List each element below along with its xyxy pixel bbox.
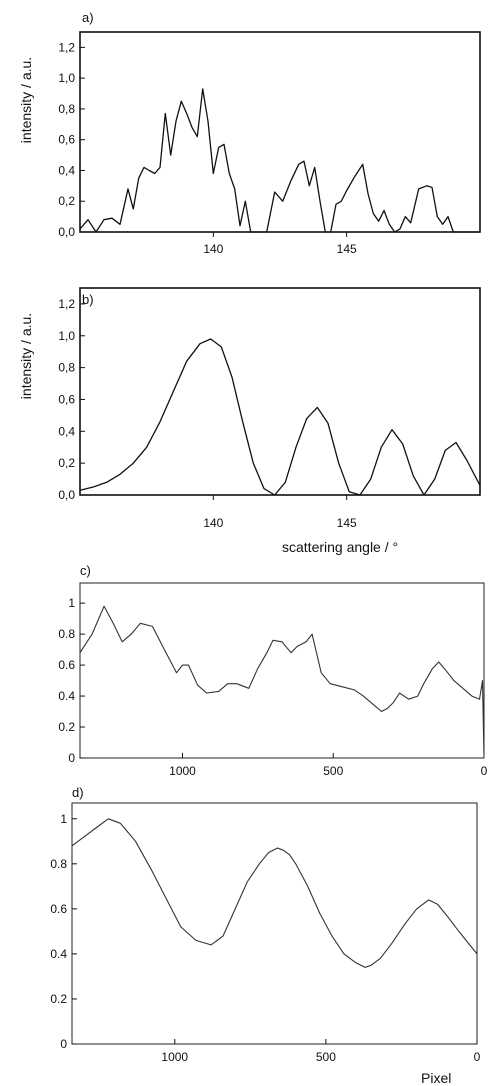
series-line bbox=[79, 605, 485, 759]
y-tick-label: 1,2 bbox=[58, 297, 75, 311]
y-tick-label: 0.6 bbox=[58, 658, 75, 672]
y-tick-label: 1 bbox=[60, 812, 67, 826]
y-axis-title: intensity / a.u. bbox=[18, 57, 34, 143]
x-tick-label: 500 bbox=[323, 764, 343, 778]
y-tick-label: 0 bbox=[60, 1037, 67, 1051]
y-tick-label: 0,0 bbox=[58, 225, 75, 239]
x-tick-label: 1000 bbox=[169, 764, 196, 778]
x-axis-title: scattering angle / ° bbox=[282, 539, 398, 555]
y-tick-label: 0,0 bbox=[58, 488, 75, 502]
series-line bbox=[79, 88, 480, 233]
y-tick-label: 1,0 bbox=[58, 329, 75, 343]
x-tick-label: 0 bbox=[474, 1050, 481, 1064]
series-line bbox=[71, 818, 478, 968]
y-tick-label: 0,4 bbox=[58, 424, 75, 438]
x-tick-label: 1000 bbox=[161, 1050, 188, 1064]
y-tick-label: 0,8 bbox=[58, 361, 75, 375]
plot-frame bbox=[79, 287, 481, 496]
x-tick-label: 140 bbox=[203, 516, 223, 530]
panel-label: c) bbox=[80, 563, 91, 578]
series-line bbox=[79, 338, 481, 496]
y-tick-label: 0,6 bbox=[58, 133, 75, 147]
panel-label: d) bbox=[72, 785, 84, 800]
x-tick-label: 145 bbox=[337, 242, 357, 256]
y-tick-label: 1,0 bbox=[58, 71, 75, 85]
y-tick-label: 0,4 bbox=[58, 163, 75, 177]
y-tick-label: 0.4 bbox=[58, 689, 75, 703]
y-tick-label: 1,2 bbox=[58, 40, 75, 54]
y-tick-label: 1 bbox=[68, 596, 75, 610]
plot-frame bbox=[79, 31, 481, 233]
y-tick-label: 0.6 bbox=[50, 902, 67, 916]
y-tick-label: 0,6 bbox=[58, 392, 75, 406]
x-tick-label: 140 bbox=[203, 242, 223, 256]
x-tick-label: 0 bbox=[481, 764, 488, 778]
y-tick-label: 0,2 bbox=[58, 456, 75, 470]
y-tick-label: 0.8 bbox=[50, 857, 67, 871]
panel-label: b) bbox=[82, 292, 94, 307]
y-tick-label: 0 bbox=[68, 751, 75, 765]
panel-label: a) bbox=[82, 10, 94, 25]
y-tick-label: 0,2 bbox=[58, 194, 75, 208]
y-tick-label: 0.4 bbox=[50, 947, 67, 961]
y-tick-label: 0,8 bbox=[58, 102, 75, 116]
y-axis-title: intensity / a.u. bbox=[18, 313, 34, 399]
plot-frame bbox=[79, 582, 485, 759]
plot-frame bbox=[71, 802, 478, 1045]
x-tick-label: 500 bbox=[316, 1050, 336, 1064]
y-tick-label: 0.2 bbox=[58, 720, 75, 734]
y-tick-label: 0.2 bbox=[50, 992, 67, 1006]
x-tick-label: 145 bbox=[337, 516, 357, 530]
x-axis-title: Pixel bbox=[421, 1070, 451, 1086]
y-tick-label: 0.8 bbox=[58, 627, 75, 641]
